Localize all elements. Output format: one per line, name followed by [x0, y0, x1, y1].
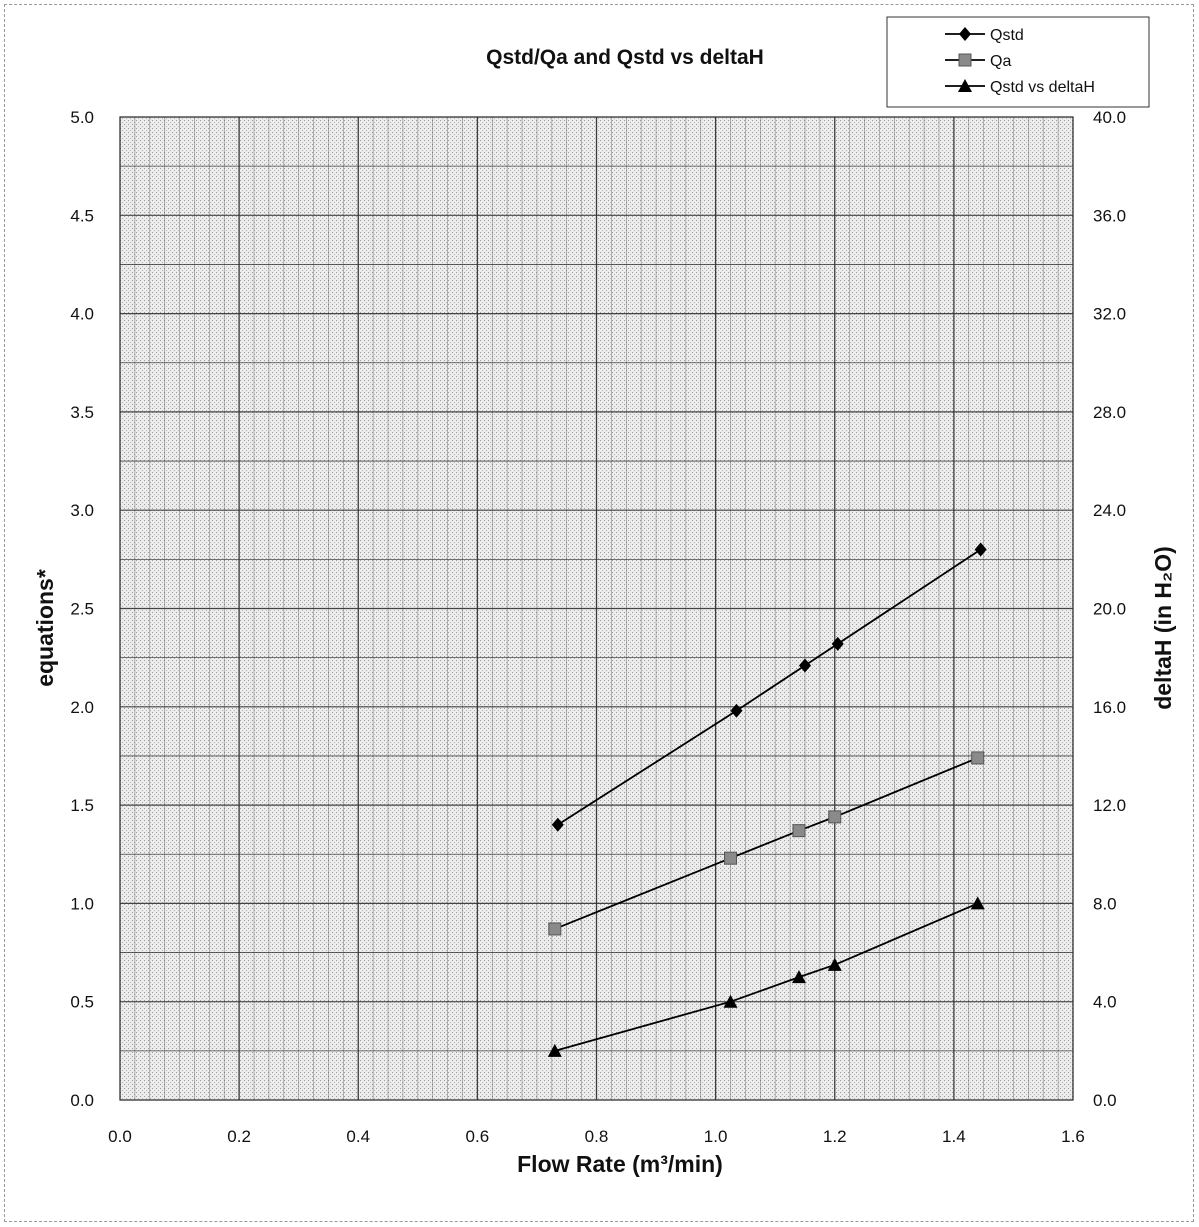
legend-item: Qa: [945, 53, 1011, 70]
data-point: [792, 824, 806, 838]
legend-marker: [958, 79, 972, 92]
legend-label: Qstd: [990, 27, 1024, 44]
x-axis-title: Flow Rate (m³/min): [517, 1151, 723, 1177]
data-point: [792, 970, 807, 984]
y2-tick-label: 32.0: [1093, 305, 1126, 324]
data-point: [827, 957, 842, 971]
y-tick-label: 4.0: [70, 305, 94, 324]
y2-tick-label: 20.0: [1093, 600, 1126, 619]
y2-tick-label: 8.0: [1093, 894, 1117, 913]
y-tick-label: 1.0: [70, 894, 94, 913]
tick-labels: 0.0 0.2 0.4 0.6 0.8 1.0 1.2 1.4 1.6 0.0 0.5 1.0 1.5 2…: [70, 108, 1126, 1146]
x-tick-label: 1.6: [1061, 1127, 1085, 1146]
y-tick-label: 3.0: [70, 501, 94, 520]
x-tick-label: 0.4: [346, 1127, 370, 1146]
x-tick-label: 0.6: [466, 1127, 490, 1146]
y-axis-title: equations*: [32, 569, 58, 687]
y-tick-label: 0.0: [70, 1091, 94, 1110]
y-tick-label: 4.5: [70, 206, 94, 225]
x-tick-label: 1.2: [823, 1127, 847, 1146]
data-point: [723, 994, 738, 1008]
legend-marker: [958, 53, 972, 67]
series-1: [548, 751, 985, 936]
chart-title: Qstd/Qa and Qstd vs deltaH: [486, 46, 764, 69]
legend-marker: [959, 27, 971, 41]
series-layer: [547, 542, 987, 1057]
y2-tick-label: 24.0: [1093, 501, 1126, 520]
legend-label: Qstd vs deltaH: [990, 79, 1095, 96]
y-tick-label: 2.0: [70, 698, 94, 717]
series-0: [551, 542, 987, 832]
y2-tick-label: 12.0: [1093, 796, 1126, 815]
data-point: [970, 896, 985, 910]
x-tick-label: 1.4: [942, 1127, 966, 1146]
grid-lines: [120, 117, 1073, 1100]
y2-tick-label: 16.0: [1093, 698, 1126, 717]
data-point: [798, 658, 811, 673]
data-point: [548, 922, 562, 936]
legend-label: Qa: [990, 53, 1011, 70]
y-tick-label: 5.0: [70, 108, 94, 127]
x-tick-label: 0.2: [227, 1127, 251, 1146]
y2-tick-label: 36.0: [1093, 206, 1126, 225]
data-point: [547, 1043, 562, 1057]
x-tick-label: 0.8: [585, 1127, 609, 1146]
y2-tick-label: 0.0: [1093, 1091, 1117, 1110]
chart-frame: [4, 4, 1194, 1222]
data-point: [831, 636, 844, 651]
series-2: [547, 896, 985, 1057]
x-tick-label: 1.0: [704, 1127, 728, 1146]
data-point: [828, 810, 842, 824]
data-point: [971, 751, 985, 765]
data-point: [730, 703, 743, 718]
y2-tick-label: 28.0: [1093, 403, 1126, 422]
y-tick-label: 2.5: [70, 600, 94, 619]
data-point: [724, 851, 738, 865]
legend-item: Qstd vs deltaH: [945, 79, 1095, 96]
y2-tick-label: 4.0: [1093, 993, 1117, 1012]
y2-tick-label: 40.0: [1093, 108, 1126, 127]
data-point: [551, 817, 564, 832]
y2-axis-title: deltaH (in H₂O): [1150, 546, 1176, 710]
y-tick-label: 1.5: [70, 796, 94, 815]
x-axis-title-text: Flow Rate (m³/min): [517, 1151, 723, 1177]
legend-box: [886, 16, 1150, 108]
y-tick-label: 0.5: [70, 993, 94, 1012]
y-tick-label: 3.5: [70, 403, 94, 422]
legend-item: Qstd: [945, 27, 1024, 44]
x-tick-label: 0.0: [108, 1127, 132, 1146]
data-point: [974, 542, 987, 557]
legend: Qstd Qa Qstd vs deltaH: [886, 16, 1150, 108]
